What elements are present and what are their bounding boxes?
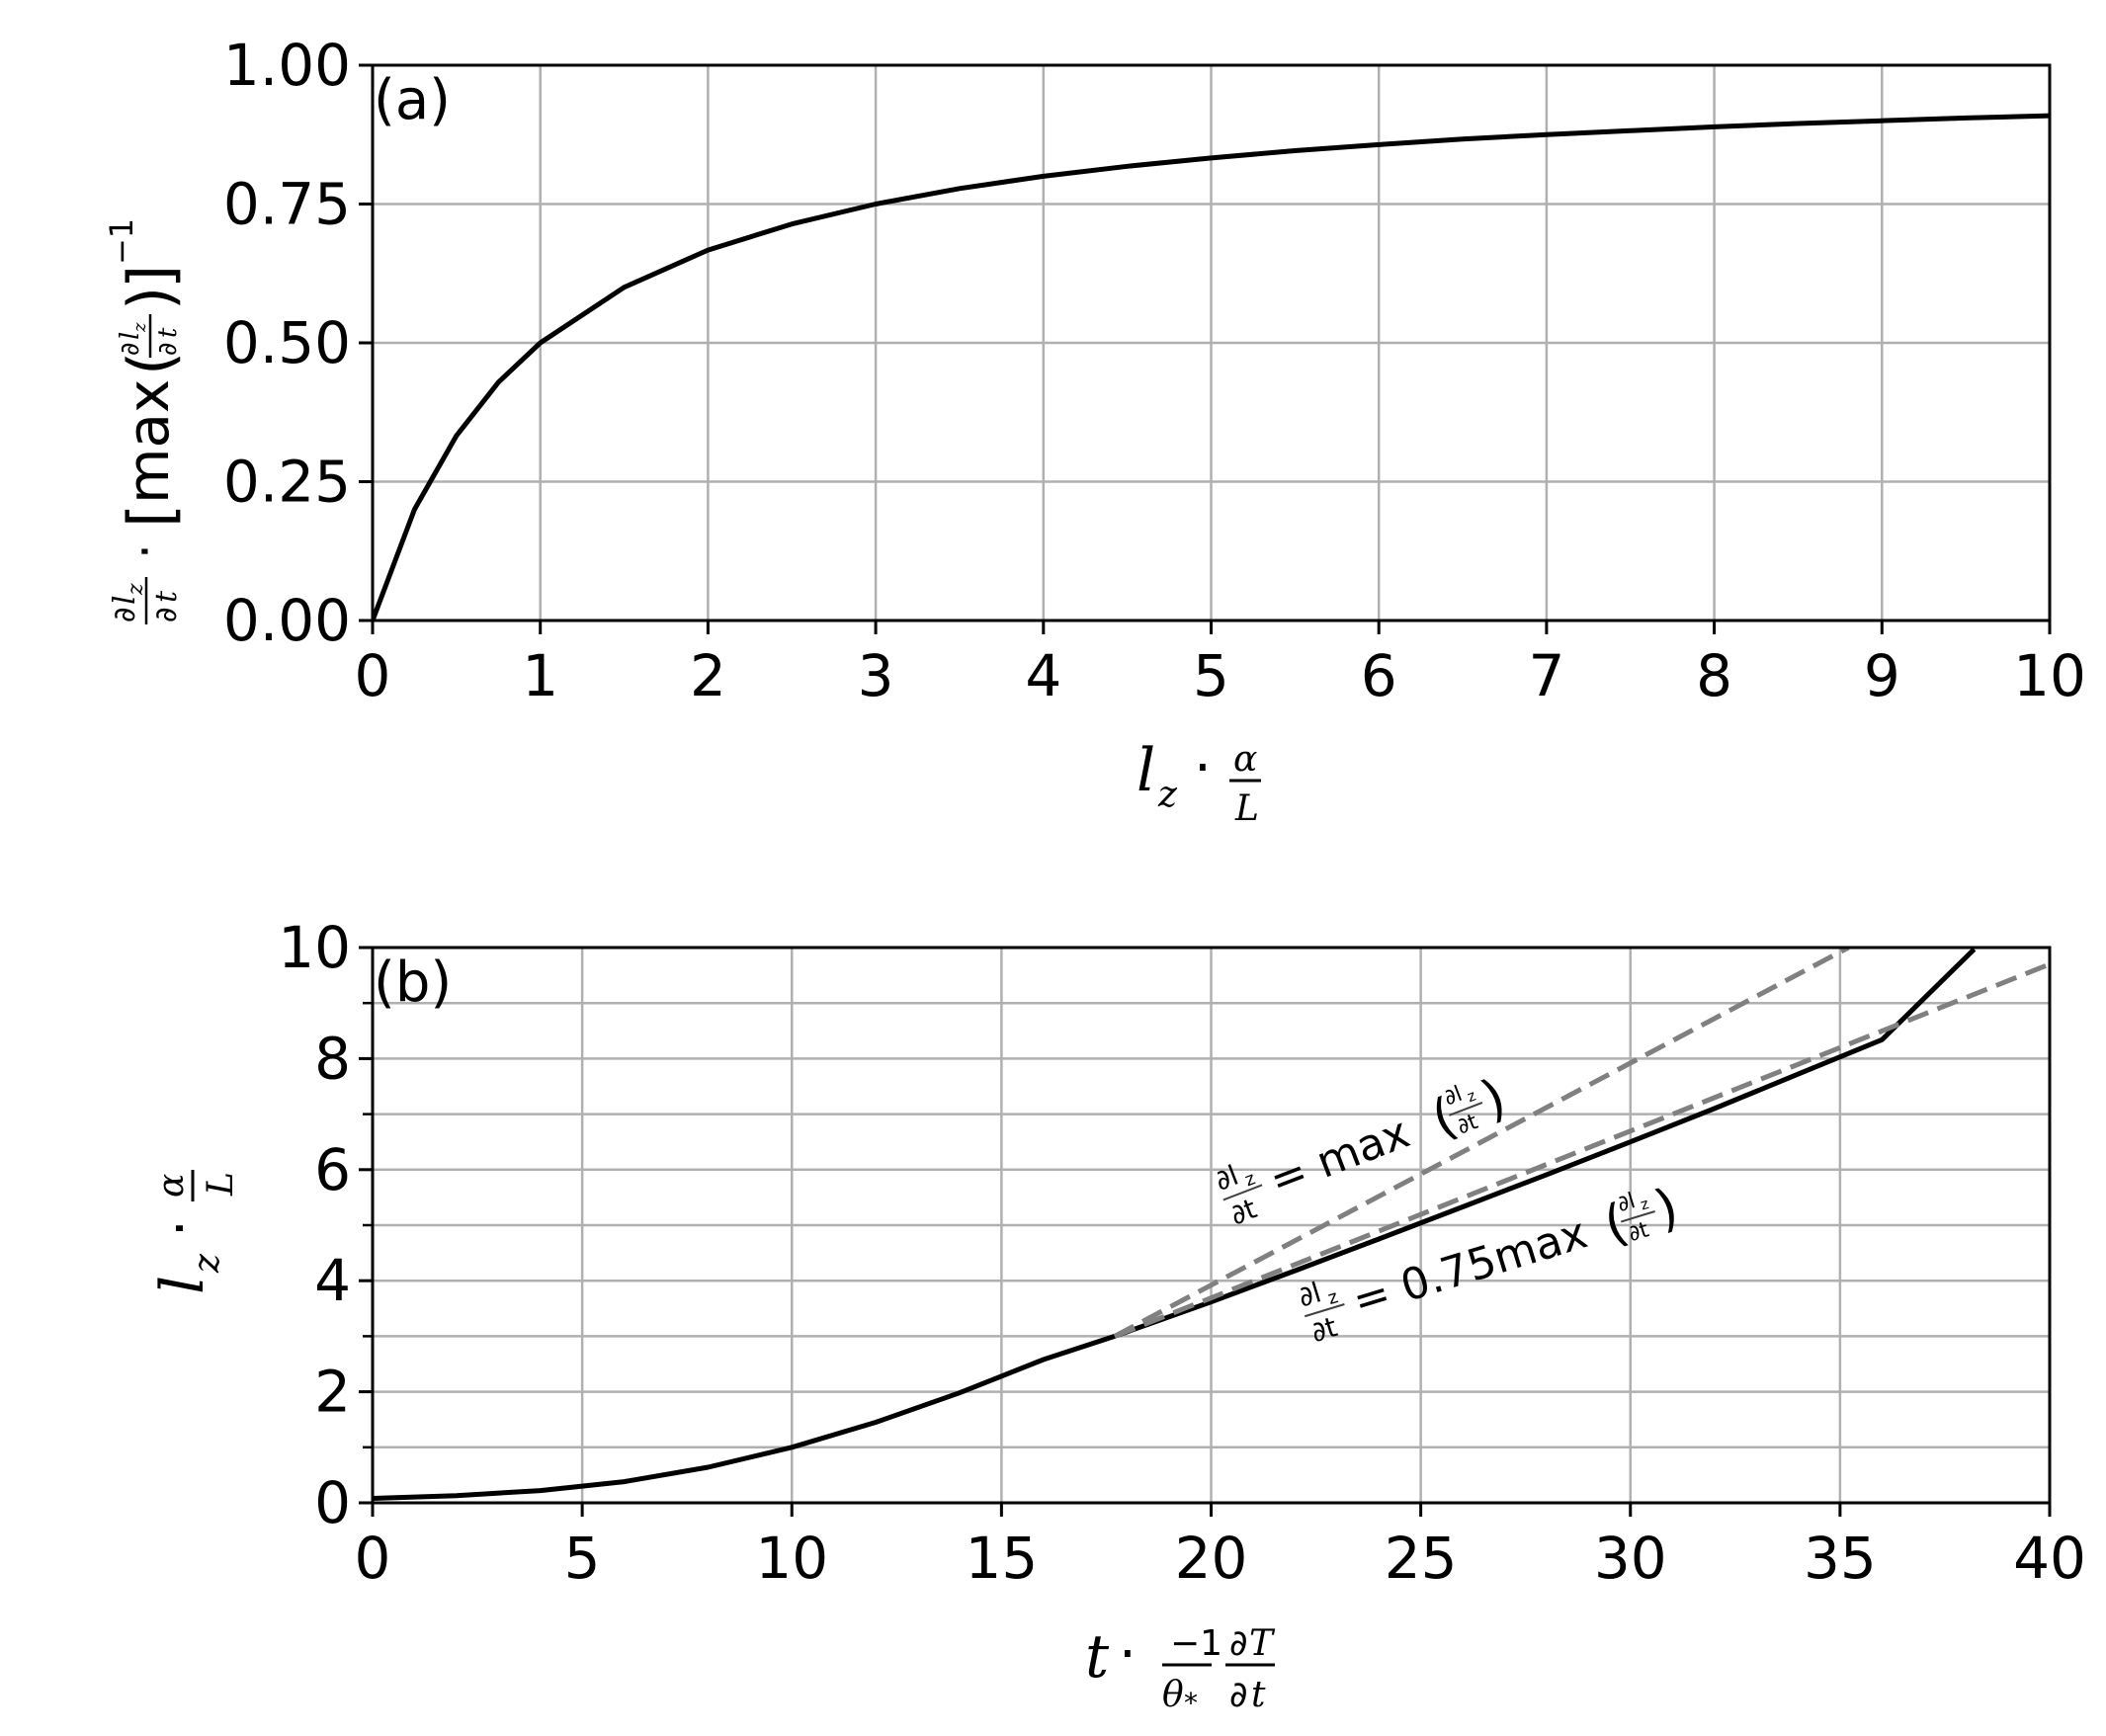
- svg-text:): ): [1648, 1178, 1685, 1240]
- y-tick-label: 1.00: [223, 32, 351, 99]
- svg-text:t: t: [1085, 1622, 1110, 1692]
- panel-a-xlabel: l z · α L: [1137, 736, 1261, 829]
- y-tick-label: 10: [278, 914, 351, 981]
- svg-text:z: z: [187, 1253, 227, 1274]
- x-tick-label: 9: [1864, 642, 1900, 709]
- svg-text:z: z: [1639, 1195, 1651, 1214]
- svg-text:l: l: [1137, 736, 1155, 805]
- svg-text:t: t: [149, 590, 184, 603]
- svg-text:−1: −1: [1170, 1623, 1222, 1664]
- y-tick-label: 0.75: [223, 171, 351, 238]
- panel-a-grid: [371, 63, 2052, 622]
- x-tick-label: 8: [1696, 642, 1732, 709]
- svg-text:∂: ∂: [153, 343, 183, 356]
- y-tick-label: 6: [314, 1136, 351, 1203]
- panel-b-series: [373, 948, 2050, 1501]
- svg-text:l: l: [148, 1276, 217, 1294]
- svg-text:·: ·: [148, 1219, 212, 1237]
- svg-text:·: ·: [1194, 736, 1212, 800]
- svg-text:T: T: [1249, 1623, 1276, 1664]
- svg-text:*: *: [1184, 1687, 1198, 1719]
- svg-text:L: L: [201, 1172, 241, 1197]
- x-tick-label: 25: [1385, 1525, 1458, 1592]
- svg-text:z: z: [1157, 775, 1178, 815]
- x-tick-label: 35: [1804, 1525, 1877, 1592]
- panel-a-label: (a): [374, 68, 451, 132]
- x-tick-label: 0: [355, 1525, 391, 1592]
- y-tick-label: 0.50: [223, 309, 351, 376]
- svg-text:∂t: ∂t: [1307, 1310, 1341, 1349]
- svg-text:): ): [1474, 1068, 1513, 1130]
- x-tick-label: 7: [1528, 642, 1564, 709]
- y-tick-label: 4: [314, 1247, 351, 1314]
- svg-text:·: ·: [117, 543, 174, 559]
- panel-a-series: [373, 113, 2050, 620]
- panel-a: 0 1 2 3 4 5 6 7 8 9 10 0.00 0.25 0.50 0.75 1.00 (a) l z…: [103, 32, 2086, 829]
- y-tick-label: 0: [314, 1469, 351, 1536]
- svg-text:l: l: [116, 332, 145, 340]
- x-tick-label: 2: [690, 642, 726, 709]
- x-tick-label: 10: [755, 1525, 828, 1592]
- svg-text:z: z: [129, 322, 150, 333]
- y-tick-label: 0.00: [223, 587, 351, 654]
- x-tick-label: 5: [1193, 642, 1229, 709]
- x-tick-label: 5: [564, 1525, 601, 1592]
- panel-a-ticks: 0 1 2 3 4 5 6 7 8 9 10 0.00 0.25 0.50 0.75 1.00: [223, 32, 2086, 709]
- svg-text:θ: θ: [1162, 1675, 1184, 1715]
- panel-b-series-1: [1113, 948, 1850, 1339]
- svg-text:max: max: [115, 379, 182, 504]
- svg-text:l: l: [108, 595, 142, 605]
- panel-b-label: (b): [374, 951, 452, 1015]
- svg-text:∂: ∂: [116, 343, 145, 356]
- svg-text:∂l: ∂l: [1211, 1159, 1243, 1198]
- svg-text:∂: ∂: [108, 607, 142, 622]
- svg-text:z: z: [124, 583, 148, 596]
- panel-b-ticks: 0 5 10 15 20 25 30 35 40 0 2 4 6 8 10: [278, 914, 2086, 1592]
- x-tick-label: 15: [965, 1525, 1038, 1592]
- svg-text:= max: = max: [1263, 1108, 1416, 1206]
- panel-b-series-0: [373, 948, 1977, 1501]
- x-tick-label: 1: [522, 642, 558, 709]
- svg-text:−1: −1: [103, 218, 140, 265]
- x-tick-label: 3: [858, 642, 894, 709]
- x-tick-label: 30: [1594, 1525, 1667, 1592]
- y-tick-label: 0.25: [223, 449, 351, 516]
- svg-text:·: ·: [1119, 1622, 1137, 1687]
- svg-text:∂: ∂: [1229, 1623, 1248, 1664]
- y-tick-label: 8: [314, 1025, 351, 1092]
- svg-text:L: L: [1234, 788, 1259, 829]
- svg-text:t: t: [153, 327, 183, 338]
- x-tick-label: 20: [1175, 1525, 1248, 1592]
- svg-text:): ): [115, 287, 187, 310]
- svg-text:[: [: [115, 504, 187, 528]
- x-tick-label: 0: [355, 642, 391, 709]
- svg-text:α: α: [151, 1174, 192, 1198]
- panel-b-ylabel: l z · α L: [148, 1170, 241, 1294]
- x-tick-label: 4: [1025, 642, 1061, 709]
- panel-b-grid: [371, 946, 2052, 1505]
- panel-a-ylabel: ∂ l z ∂ t · [ max ( ∂ l z ∂ t ) ] −1: [103, 218, 187, 624]
- svg-text:z: z: [1465, 1087, 1478, 1107]
- y-tick-label: 2: [314, 1359, 351, 1426]
- panel-a-series-0: [373, 113, 2050, 620]
- panel-b-series-2: [1113, 961, 2050, 1339]
- svg-text:∂: ∂: [1229, 1675, 1248, 1715]
- svg-text:]: ]: [115, 265, 187, 289]
- x-tick-label: 6: [1361, 642, 1397, 709]
- svg-text:∂: ∂: [149, 607, 184, 622]
- panel-b-xlabel: t · −1 θ * ∂ T ∂ t: [1085, 1622, 1276, 1719]
- svg-text:α: α: [1233, 739, 1257, 780]
- x-tick-label: 40: [2013, 1525, 2086, 1592]
- x-tick-label: 10: [2013, 642, 2086, 709]
- svg-text:t: t: [1251, 1675, 1266, 1715]
